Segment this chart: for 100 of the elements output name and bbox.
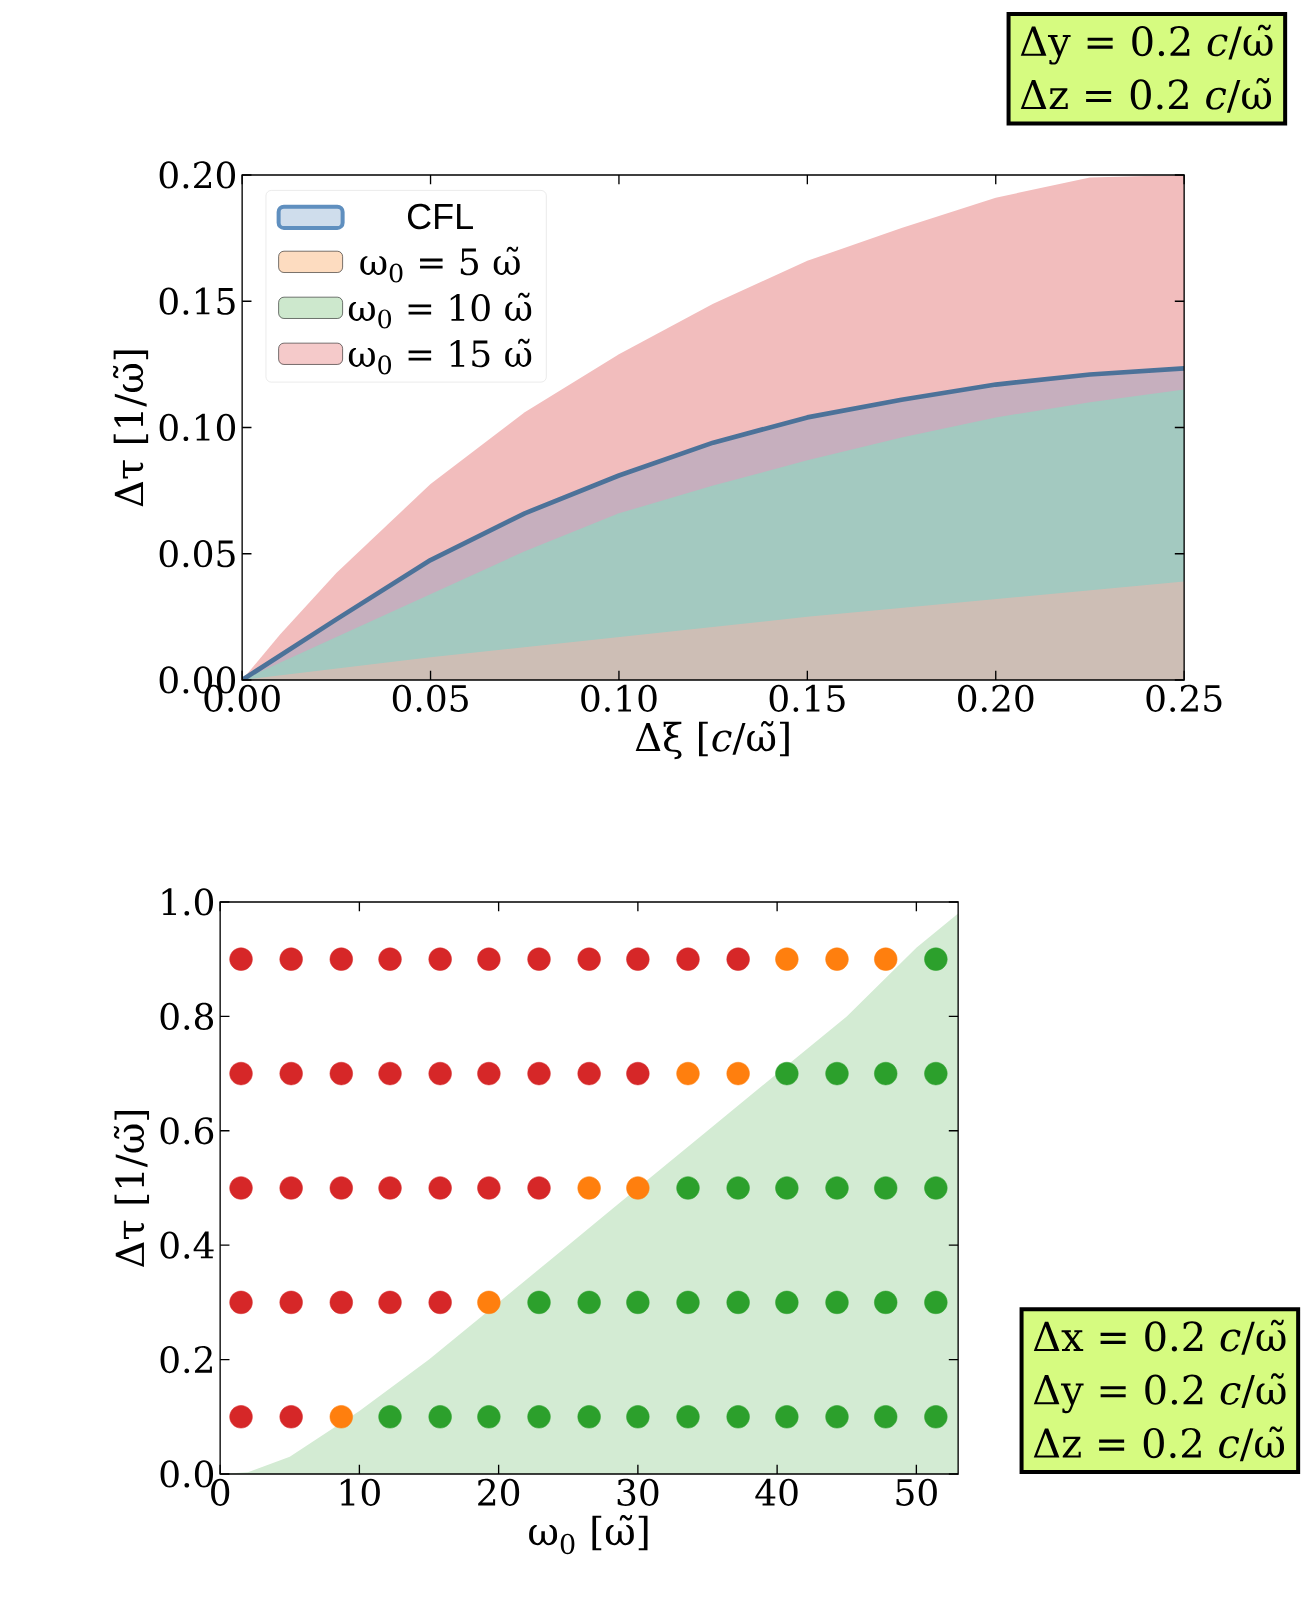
point [825, 947, 849, 971]
point [428, 947, 452, 971]
legend-label: ω$_{0}$ = 15 ω̃ [348, 338, 532, 375]
point [428, 1405, 452, 1429]
y-axis-title: Δτ [1/ω̃] [112, 350, 149, 507]
point [527, 1405, 551, 1429]
point [229, 947, 253, 971]
point [874, 947, 898, 971]
point [577, 947, 601, 971]
point [726, 1405, 750, 1429]
point [378, 1176, 402, 1200]
text: Δz = 0.2 c/ω̃ [1033, 1426, 1284, 1462]
x-tick-label: 0 [211, 1478, 230, 1506]
point [428, 1061, 452, 1086]
point [825, 1405, 849, 1429]
point [775, 1405, 799, 1429]
point [229, 1290, 253, 1314]
point [279, 1405, 303, 1429]
x-tick-label: 50 [896, 1478, 937, 1506]
point [924, 947, 948, 971]
point [477, 1061, 501, 1086]
point [626, 1176, 650, 1200]
point [676, 947, 700, 971]
legend-label: CFL [407, 203, 473, 230]
y-tick-label: 0.10 [159, 413, 235, 442]
point [924, 1176, 948, 1200]
point [676, 1290, 700, 1314]
point [428, 1176, 452, 1200]
point [626, 1290, 650, 1314]
point [527, 947, 551, 971]
point [676, 1176, 700, 1200]
point [279, 1176, 303, 1200]
x-tick-label: 0.15 [769, 684, 845, 712]
y-axis-title: Δτ [1/ω̃] [113, 1110, 149, 1267]
point [279, 947, 303, 971]
text: Δx = 0.2 c/ω̃ [1033, 1319, 1286, 1355]
x-tick-label: 0.25 [1146, 684, 1222, 712]
x-tick-label: 20 [478, 1478, 520, 1506]
point [924, 1405, 948, 1429]
point [775, 1061, 799, 1086]
point [626, 1061, 650, 1086]
point [924, 1290, 948, 1314]
point [626, 947, 650, 971]
point [477, 947, 501, 971]
x-tick-label: 10 [340, 1478, 380, 1506]
point [428, 1290, 452, 1314]
point [527, 1061, 551, 1086]
legend-label: ω$_{0}$ = 10 ω̃ [348, 292, 532, 329]
point [775, 947, 799, 971]
point [378, 1405, 402, 1429]
point [874, 1405, 898, 1429]
y-tick-label: 0.6 [160, 1117, 214, 1145]
point [676, 1405, 700, 1429]
y-tick-label: 0.05 [159, 540, 235, 568]
y-tick-label: 0.4 [160, 1231, 214, 1259]
point [477, 1405, 501, 1429]
text: Δy = 0.2 c/ω̃ [1033, 1373, 1286, 1414]
point [726, 1061, 750, 1086]
x-axis-title: Δξ [c/ω̃] [635, 721, 789, 760]
y-tick-label: 0.20 [159, 161, 235, 189]
y-tick-label: 1.0 [162, 888, 213, 916]
point [378, 1290, 402, 1314]
point [726, 947, 750, 971]
point [577, 1061, 601, 1086]
point [726, 1176, 750, 1200]
point [676, 1061, 700, 1086]
point [577, 1290, 601, 1314]
point [378, 1061, 402, 1086]
point [229, 1176, 253, 1200]
point [329, 1061, 353, 1086]
point [527, 1290, 551, 1314]
x-axis-title: ω$_{0}$ [ω̃] [529, 1515, 648, 1555]
point [825, 1176, 849, 1200]
x-tick-label: 0.05 [392, 684, 468, 712]
point [477, 1290, 501, 1314]
point [726, 1290, 750, 1314]
y-tick-label: 0.0 [160, 1460, 213, 1488]
point [279, 1061, 303, 1086]
y-tick-label: 0.2 [160, 1345, 212, 1374]
x-tick-label: 0.20 [957, 684, 1034, 712]
point [874, 1061, 898, 1086]
point [577, 1176, 601, 1200]
legend-label: ω$_{0}$ = 5 ω̃ [360, 246, 520, 283]
point [775, 1290, 799, 1314]
point [329, 947, 353, 971]
x-tick-label: 40 [755, 1478, 798, 1506]
x-tick-label: 30 [617, 1478, 659, 1506]
text: Δy = 0.2 c/ω̃ [1020, 24, 1273, 65]
y-tick-label: 0.15 [159, 287, 235, 315]
point [775, 1176, 799, 1200]
point [825, 1061, 849, 1086]
point [279, 1290, 303, 1314]
y-tick-label: 0.8 [160, 1002, 213, 1030]
text: Δz = 0.2 c/ω̃ [1020, 77, 1271, 113]
point [874, 1290, 898, 1314]
point [825, 1290, 849, 1314]
point [378, 947, 402, 971]
point [527, 1176, 551, 1200]
point [329, 1176, 353, 1200]
point [924, 1061, 948, 1086]
